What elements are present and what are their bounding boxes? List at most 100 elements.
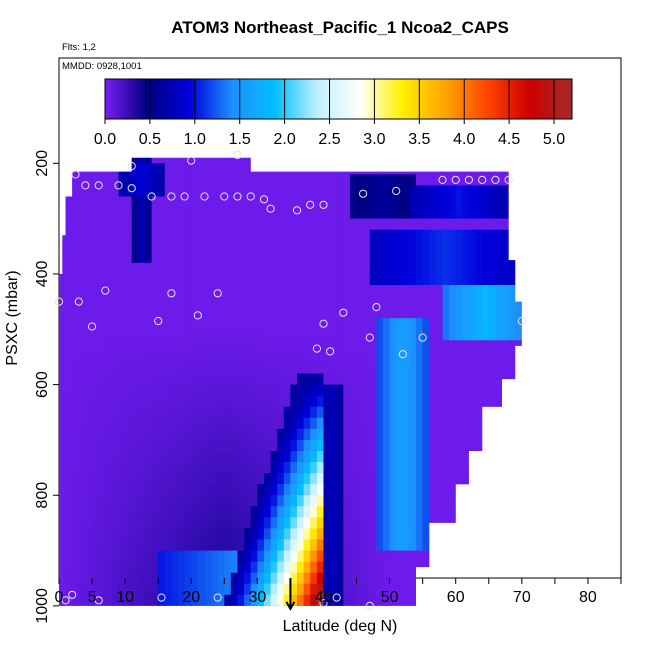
heatmap-cell <box>197 550 205 563</box>
heatmap-cell <box>118 373 126 386</box>
heatmap-cell <box>105 561 113 574</box>
heatmap-cell <box>475 274 483 286</box>
heatmap-cell <box>230 157 239 164</box>
heatmap-cell <box>508 340 516 352</box>
heatmap-cell <box>237 196 245 209</box>
heatmap-cell <box>138 439 146 452</box>
heatmap-cell <box>125 174 133 187</box>
heatmap-cell <box>369 329 377 341</box>
heatmap-cell <box>164 395 172 408</box>
heatmap-cell <box>118 594 126 606</box>
heatmap-cell <box>429 340 437 352</box>
heatmap-cell <box>98 262 106 275</box>
heatmap-cell <box>264 240 272 253</box>
heatmap-cell <box>111 528 120 541</box>
heatmap-cell <box>224 251 232 264</box>
heatmap-cell <box>197 174 205 187</box>
heatmap-cell <box>422 539 430 552</box>
heatmap-cell <box>389 373 397 386</box>
heatmap-cell <box>105 207 113 220</box>
heatmap-cell <box>250 262 258 275</box>
heatmap-cell <box>435 329 444 341</box>
heatmap-cell <box>264 495 272 507</box>
heatmap-cell <box>138 495 146 507</box>
heatmap-cell <box>138 572 146 585</box>
heatmap-cell <box>383 351 391 364</box>
heatmap-cell <box>270 185 278 198</box>
heatmap-cell <box>72 163 80 175</box>
heatmap-cell <box>138 583 146 596</box>
heatmap-cell <box>217 207 225 220</box>
heatmap-cell <box>502 185 510 198</box>
heatmap-cell <box>244 417 252 430</box>
heatmap-cell <box>442 528 450 541</box>
heatmap-cell <box>178 229 186 242</box>
heatmap-cell <box>363 196 371 209</box>
heatmap-cell <box>402 495 410 507</box>
heatmap-cell <box>455 229 463 242</box>
heatmap-cell <box>336 373 344 386</box>
heatmap-cell <box>230 594 239 606</box>
heatmap-cell <box>363 185 371 198</box>
heatmap-cell <box>442 373 450 386</box>
heatmap-cell <box>369 340 377 352</box>
heatmap-cell <box>138 185 146 198</box>
heatmap-cell <box>65 362 73 375</box>
heatmap-cell <box>191 340 199 352</box>
heatmap-cell <box>475 550 483 563</box>
heatmap-cell <box>330 439 338 452</box>
heatmap-cell <box>310 163 318 175</box>
heatmap-cell <box>297 495 305 507</box>
heatmap-cell <box>264 484 272 496</box>
heatmap-cell <box>416 539 424 552</box>
heatmap-cell <box>118 207 126 220</box>
heatmap-cell <box>429 157 437 164</box>
heatmap-cell <box>508 528 516 541</box>
heatmap-cell <box>191 329 199 341</box>
heatmap-cell <box>323 550 331 563</box>
heatmap-cell <box>125 473 133 485</box>
heatmap-cell <box>118 262 126 275</box>
heatmap-cell <box>323 539 331 552</box>
heatmap-cell <box>72 185 80 198</box>
heatmap-cell <box>462 218 470 231</box>
heatmap-cell <box>336 240 344 253</box>
heatmap-cell <box>59 157 67 164</box>
heatmap-cell <box>191 274 199 286</box>
heatmap-cell <box>92 329 100 341</box>
heatmap-cell <box>151 439 159 452</box>
heatmap-cell <box>343 561 351 574</box>
heatmap-cell <box>131 185 139 198</box>
heatmap-cell <box>125 406 133 419</box>
heatmap-cell <box>125 296 133 308</box>
heatmap-cell <box>429 517 437 530</box>
observation-point <box>451 175 460 184</box>
heatmap-cell <box>78 240 86 253</box>
heatmap-cell <box>178 240 186 253</box>
heatmap-cell <box>197 495 205 507</box>
heatmap-cell <box>151 340 159 352</box>
heatmap-cell <box>376 572 384 585</box>
heatmap-cell <box>125 462 133 474</box>
heatmap-cell <box>515 318 522 330</box>
heatmap-cell <box>125 451 133 463</box>
observation-point <box>365 601 374 611</box>
heatmap-cell <box>508 351 516 364</box>
heatmap-cell <box>178 395 186 408</box>
heatmap-cell <box>310 285 318 297</box>
heatmap-cell <box>191 240 199 253</box>
heatmap-cell <box>303 473 311 485</box>
heatmap-cell <box>244 157 252 164</box>
heatmap-cell <box>111 157 120 164</box>
heatmap-cell <box>204 572 212 585</box>
heatmap-cell <box>171 262 179 275</box>
heatmap-cell <box>65 550 73 563</box>
heatmap-cell <box>283 495 291 507</box>
heatmap-cell <box>488 207 496 220</box>
heatmap-cell <box>204 583 212 596</box>
heatmap-cell <box>508 473 516 485</box>
heatmap-cell <box>78 262 86 275</box>
heatmap-cell <box>264 157 272 164</box>
heatmap-cell <box>257 550 265 563</box>
heatmap-cell <box>442 262 450 275</box>
